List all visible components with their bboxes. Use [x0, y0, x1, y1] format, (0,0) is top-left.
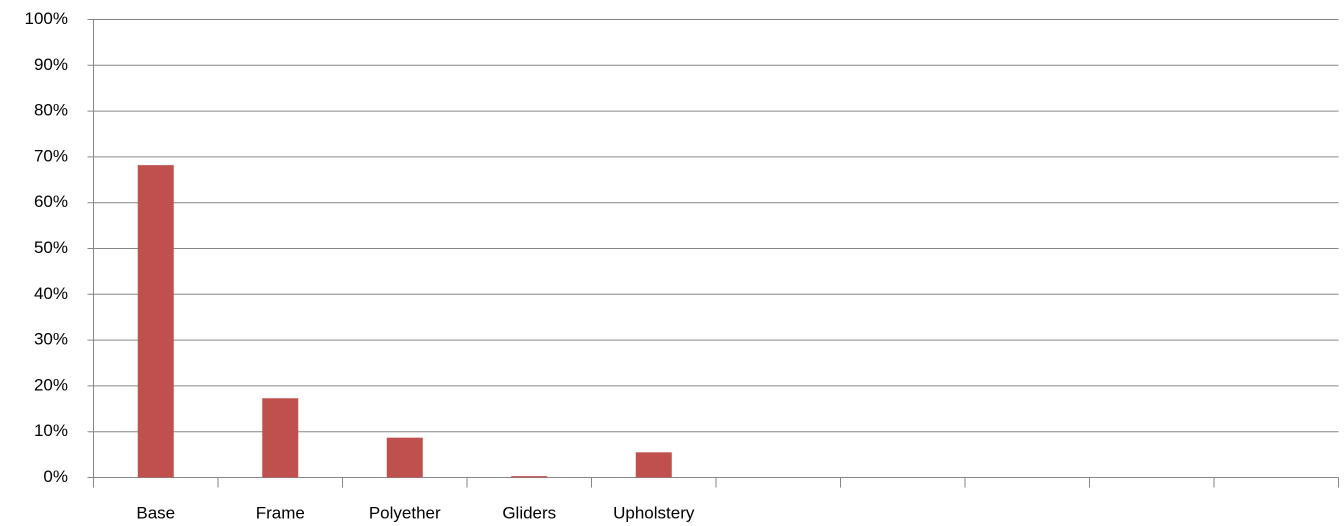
y-tick-label: 20%	[34, 375, 68, 394]
x-tick-label: Polyether	[369, 503, 441, 522]
y-tick-label: 40%	[34, 284, 68, 303]
y-tick-label: 80%	[34, 101, 68, 120]
y-tick-label: 0%	[43, 467, 68, 486]
bar	[386, 437, 423, 478]
x-tick-label: Frame	[256, 503, 305, 522]
x-tick-label: Gliders	[502, 503, 556, 522]
x-tick-label: Base	[136, 503, 175, 522]
y-tick-label: 50%	[34, 238, 68, 257]
bar	[137, 165, 174, 478]
y-tick-label: 100%	[25, 9, 68, 28]
y-tick-label: 70%	[34, 146, 68, 165]
y-tick-label: 30%	[34, 330, 68, 349]
y-tick-label: 10%	[34, 421, 68, 440]
y-tick-label: 90%	[34, 55, 68, 74]
y-tick-label: 60%	[34, 192, 68, 211]
bar	[262, 398, 299, 478]
x-tick-label: Upholstery	[613, 503, 695, 522]
bar	[635, 452, 672, 478]
bar	[511, 476, 548, 478]
